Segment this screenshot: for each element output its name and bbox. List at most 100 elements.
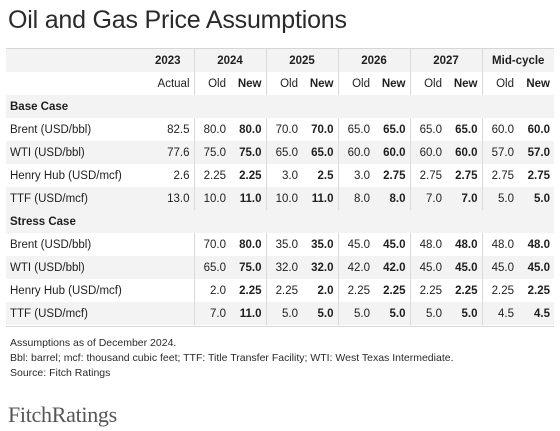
subheader: Old [409, 72, 446, 95]
section-row-stress-case: Stress Case [6, 210, 555, 233]
table-cell: 60.0 [374, 141, 410, 164]
table-cell: 2.5 [302, 164, 338, 187]
footnotes: Assumptions as of December 2024. Bbl: ba… [10, 336, 454, 381]
table-cell: 65.0 [193, 256, 230, 279]
header-blank [6, 48, 142, 72]
table-cell: 35.0 [302, 233, 338, 256]
row-label: WTI (USD/bbl) [6, 256, 142, 279]
table-cell: 3.0 [337, 164, 374, 187]
table-cell: 5.0 [265, 302, 302, 325]
table-cell: 32.0 [302, 256, 338, 279]
table-row: Brent (USD/bbl) 70.0 80.0 35.0 35.0 45.0… [6, 233, 555, 256]
table-cell: 4.5 [481, 302, 518, 325]
section-row-base-case: Base Case [6, 95, 555, 118]
table-cell: 4.5 [518, 302, 555, 325]
table-cell: 45.0 [337, 233, 374, 256]
table-cell: 2.75 [374, 164, 410, 187]
table-row: WTI (USD/bbl) 65.0 75.0 32.0 32.0 42.0 4… [6, 256, 555, 279]
section-label: Stress Case [6, 210, 555, 233]
subheader: Old [337, 72, 374, 95]
table-cell: 5.0 [518, 187, 555, 210]
table-cell: 32.0 [265, 256, 302, 279]
table-cell: 2.25 [409, 279, 446, 302]
table-cell: 48.0 [518, 233, 555, 256]
table-cell: 48.0 [409, 233, 446, 256]
table-cell: 48.0 [481, 233, 518, 256]
table-cell: 8.0 [374, 187, 410, 210]
year-header: 2024 [193, 48, 266, 72]
table-cell: 7.0 [193, 302, 230, 325]
table-cell: 5.0 [409, 302, 446, 325]
table-cell: 45.0 [446, 256, 482, 279]
year-header: 2023 [142, 48, 194, 72]
table-cell: 2.25 [446, 279, 482, 302]
table-row: Henry Hub (USD/mcf) 2.6 2.25 2.25 3.0 2.… [6, 164, 555, 187]
table-row: TTF (USD/mcf) 7.0 11.0 5.0 5.0 5.0 5.0 5… [6, 302, 555, 325]
table-cell: 57.0 [481, 141, 518, 164]
table-cell: 80.0 [193, 118, 230, 141]
table-cell: 60.0 [337, 141, 374, 164]
table-cell: 7.0 [409, 187, 446, 210]
row-label: Brent (USD/bbl) [6, 118, 142, 141]
table-row: TTF (USD/mcf) 13.0 10.0 11.0 10.0 11.0 8… [6, 187, 555, 210]
table-cell: 60.0 [481, 118, 518, 141]
table-cell: 70.0 [302, 118, 338, 141]
footnote-date: Assumptions as of December 2024. [10, 337, 177, 349]
table-cell: 75.0 [230, 141, 266, 164]
subheader: New [374, 72, 410, 95]
table-cell: 45.0 [374, 233, 410, 256]
table-cell: 70.0 [265, 118, 302, 141]
table-cell: 3.0 [265, 164, 302, 187]
table-cell: 75.0 [193, 141, 230, 164]
subheader: New [518, 72, 555, 95]
table-cell: 5.0 [446, 302, 482, 325]
table-cell [142, 279, 194, 302]
table-cell: 80.0 [230, 118, 266, 141]
table-cell: 2.75 [409, 164, 446, 187]
table-cell: 10.0 [265, 187, 302, 210]
table-cell: 65.0 [374, 118, 410, 141]
table-cell: 5.0 [337, 302, 374, 325]
table-cell: 2.25 [374, 279, 410, 302]
subheader-row: Actual Old New Old New Old New Old New O… [6, 72, 555, 95]
table-cell: 13.0 [142, 187, 194, 210]
year-header: 2027 [409, 48, 482, 72]
table-cell: 7.0 [446, 187, 482, 210]
table-cell: 2.25 [265, 279, 302, 302]
subheader: Old [193, 72, 230, 95]
table-cell: 2.0 [193, 279, 230, 302]
page-title: Oil and Gas Price Assumptions [8, 6, 347, 34]
table-cell: 65.0 [337, 118, 374, 141]
table-cell [142, 302, 194, 325]
table-cell [142, 233, 194, 256]
year-header: 2025 [265, 48, 338, 72]
table-cell: 48.0 [446, 233, 482, 256]
table-cell: 2.25 [230, 279, 266, 302]
table-cell: 2.25 [481, 279, 518, 302]
subheader: New [446, 72, 482, 95]
table-row: Henry Hub (USD/mcf) 2.0 2.25 2.25 2.0 2.… [6, 279, 555, 302]
table-cell: 35.0 [265, 233, 302, 256]
table-cell: 60.0 [409, 141, 446, 164]
table-cell: 2.25 [518, 279, 555, 302]
table-cell: 11.0 [230, 302, 266, 325]
notes-divider [6, 326, 554, 327]
row-label: Henry Hub (USD/mcf) [6, 279, 142, 302]
table-cell: 45.0 [518, 256, 555, 279]
table-row: Brent (USD/bbl) 82.5 80.0 80.0 70.0 70.0… [6, 118, 555, 141]
table-cell: 75.0 [230, 256, 266, 279]
table-cell: 2.75 [481, 164, 518, 187]
table-cell: 42.0 [337, 256, 374, 279]
table-cell: 42.0 [374, 256, 410, 279]
row-label: WTI (USD/bbl) [6, 141, 142, 164]
table-cell: 2.25 [193, 164, 230, 187]
subheader: Old [265, 72, 302, 95]
table-cell: 2.75 [518, 164, 555, 187]
row-label: TTF (USD/mcf) [6, 302, 142, 325]
table-row: WTI (USD/bbl) 77.6 75.0 75.0 65.0 65.0 6… [6, 141, 555, 164]
subheader: Actual [142, 72, 194, 95]
footnote-source: Source: Fitch Ratings [10, 367, 111, 379]
table-cell [142, 256, 194, 279]
table-cell: 80.0 [230, 233, 266, 256]
table-cell: 60.0 [446, 141, 482, 164]
